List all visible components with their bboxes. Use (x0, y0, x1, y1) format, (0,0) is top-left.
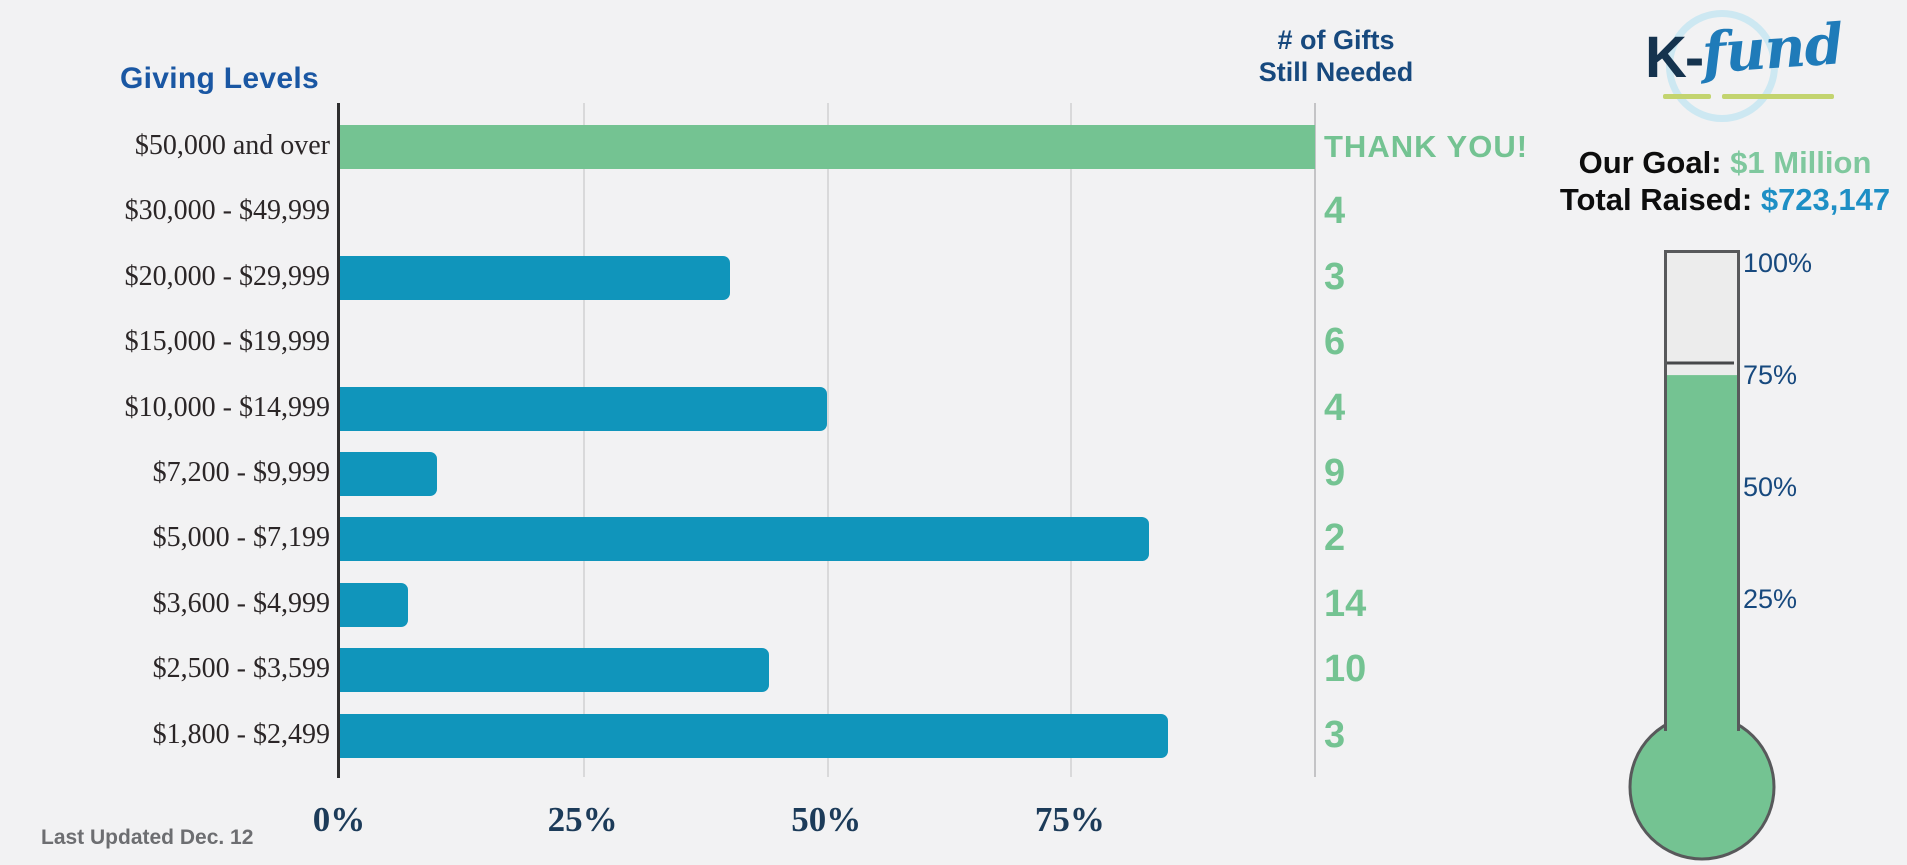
goal-line: Our Goal: $1 Million (1525, 145, 1907, 181)
logo-fund-script-text: fund (1699, 11, 1845, 87)
goal-label: Our Goal: (1578, 145, 1722, 180)
gifts-still-needed-value: 3 (1324, 255, 1346, 298)
chart-title: Giving Levels (120, 62, 319, 95)
giving-level-label: $10,000 - $14,999 (124, 391, 330, 423)
gifts-still-needed-value: 4 (1324, 190, 1346, 233)
last-updated-footnote: Last Updated Dec. 12 (41, 826, 254, 849)
x-tick-label: 0% (312, 800, 366, 839)
giving-level-label: $50,000 and over (134, 130, 330, 161)
gridline-75 (1070, 103, 1073, 777)
thermometer-bulb (1628, 713, 1776, 861)
gifts-still-needed-value: 2 (1324, 517, 1346, 560)
giving-level-label: $5,000 - $7,199 (152, 522, 330, 554)
gridline-25 (583, 103, 586, 777)
thermometer-tick-label: 75% (1743, 360, 1798, 390)
gifts-needed-header-line2: Still Needed (1258, 57, 1414, 87)
gridline-50 (826, 103, 829, 777)
x-tick-label: 75% (1034, 800, 1105, 839)
thermometer-tick-label: 25% (1743, 584, 1798, 614)
giving-level-label: $3,600 - $4,999 (152, 587, 330, 619)
gifts-still-needed-value: 9 (1324, 452, 1346, 494)
giving-level-label: $1,800 - $2,499 (152, 718, 330, 750)
thermometer-tick-label: 100% (1743, 248, 1813, 278)
bar-progress (340, 452, 438, 496)
giving-level-label: $2,500 - $3,599 (152, 653, 330, 685)
bar-progress (340, 255, 730, 300)
x-tick-label: 25% (547, 800, 618, 839)
thermometer (1628, 250, 1776, 861)
gifts-needed-header: # of Gifts Still Needed (1216, 24, 1456, 88)
bar-progress (340, 386, 828, 431)
thermometer-fill (1667, 375, 1737, 728)
giving-level-label: $30,000 - $49,999 (124, 195, 330, 227)
gifts-still-needed-value: 4 (1324, 386, 1346, 429)
logo-k-text: K- (1645, 25, 1704, 90)
thermometer-goal-marker (1667, 361, 1734, 365)
gifts-still-needed-value: 3 (1324, 713, 1346, 756)
raised-line: Total Raised: $723,147 (1525, 182, 1907, 218)
thermometer-tube-bulb-join (1667, 724, 1737, 736)
gifts-still-needed-value: 10 (1324, 648, 1367, 691)
giving-level-label: $15,000 - $19,999 (124, 326, 330, 358)
bar-goal-met (340, 125, 1315, 169)
raised-value: $723,147 (1760, 182, 1891, 217)
raised-label: Total Raised: (1559, 182, 1753, 217)
logo-underline-left (1663, 94, 1711, 99)
logo-underline-right (1722, 94, 1834, 99)
giving-level-label: $7,200 - $9,999 (152, 457, 330, 488)
bar-progress (340, 713, 1169, 758)
gifts-still-needed-value: 6 (1324, 321, 1346, 364)
thermometer-tick-label: 50% (1743, 472, 1798, 502)
bar-progress (340, 648, 769, 693)
bar-progress (340, 582, 409, 627)
logo-circle-icon (1666, 10, 1778, 122)
gifts-needed-header-line1: # of Gifts (1277, 25, 1395, 55)
gifts-still-needed-value: 14 (1324, 582, 1367, 625)
x-tick-label: 50% (791, 800, 862, 839)
giving-level-label: $20,000 - $29,999 (124, 260, 330, 292)
goal-value: $1 Million (1730, 145, 1872, 180)
bar-progress (340, 517, 1149, 562)
y-axis-line (337, 103, 340, 778)
chart-right-boundary-line (1314, 103, 1316, 777)
thank-you-text: THANK YOU! (1324, 129, 1529, 164)
